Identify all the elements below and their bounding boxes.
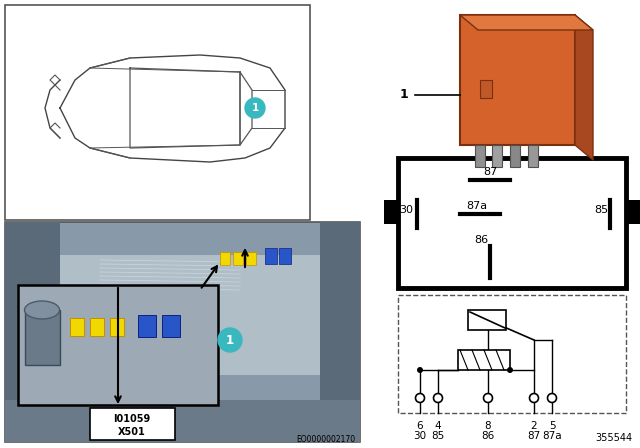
Bar (5, 222, 60, 442)
Polygon shape (575, 15, 593, 160)
Bar (510, 145, 520, 167)
Bar (18, 285, 218, 405)
Bar (25, 310, 60, 365)
Ellipse shape (24, 301, 60, 319)
Text: 87a: 87a (467, 201, 488, 211)
Bar (90, 318, 104, 336)
FancyBboxPatch shape (460, 15, 575, 145)
Bar (138, 315, 156, 337)
Text: 87: 87 (483, 167, 497, 177)
Text: I01059: I01059 (113, 414, 150, 424)
Text: 87a: 87a (542, 431, 562, 441)
Circle shape (415, 393, 424, 402)
Text: 8: 8 (484, 421, 492, 431)
Bar (492, 145, 502, 167)
Bar (90, 408, 175, 440)
Bar (265, 248, 277, 264)
Circle shape (245, 98, 265, 118)
Text: 2: 2 (531, 421, 538, 431)
Circle shape (433, 393, 442, 402)
Polygon shape (460, 15, 593, 30)
Text: 1: 1 (399, 89, 408, 102)
Bar (480, 80, 492, 98)
Bar (5, 400, 360, 442)
Text: 4: 4 (435, 421, 442, 431)
Bar (279, 248, 291, 264)
Bar (468, 310, 506, 330)
Bar (528, 145, 538, 167)
Bar (5, 222, 360, 442)
Circle shape (483, 393, 493, 402)
Text: 86: 86 (474, 235, 488, 245)
Text: 1: 1 (226, 333, 234, 346)
Text: 5: 5 (548, 421, 556, 431)
Text: 1: 1 (252, 103, 259, 113)
Bar (384, 200, 398, 224)
Text: 87: 87 (527, 431, 541, 441)
Bar (110, 318, 124, 336)
Bar (398, 158, 626, 288)
Bar (5, 5, 310, 220)
Bar (246, 252, 256, 265)
Bar (162, 315, 180, 337)
Bar (626, 200, 640, 224)
Circle shape (417, 367, 423, 373)
Circle shape (547, 393, 557, 402)
Circle shape (529, 393, 538, 402)
Text: 30: 30 (399, 205, 413, 215)
Text: 30: 30 (413, 431, 427, 441)
Bar (458, 350, 510, 370)
Text: EO0000002170: EO0000002170 (296, 435, 355, 444)
Text: 85: 85 (431, 431, 445, 441)
Circle shape (507, 367, 513, 373)
Bar (320, 222, 360, 442)
Bar (233, 252, 243, 265)
Text: 6: 6 (417, 421, 423, 431)
Circle shape (218, 328, 242, 352)
Bar (30, 255, 320, 375)
Text: 85: 85 (594, 205, 608, 215)
Bar (398, 295, 626, 413)
Text: 86: 86 (481, 431, 495, 441)
Text: 355544: 355544 (595, 433, 632, 443)
Text: X501: X501 (118, 427, 146, 437)
Bar (475, 145, 485, 167)
Bar (220, 252, 230, 265)
Bar (70, 318, 84, 336)
